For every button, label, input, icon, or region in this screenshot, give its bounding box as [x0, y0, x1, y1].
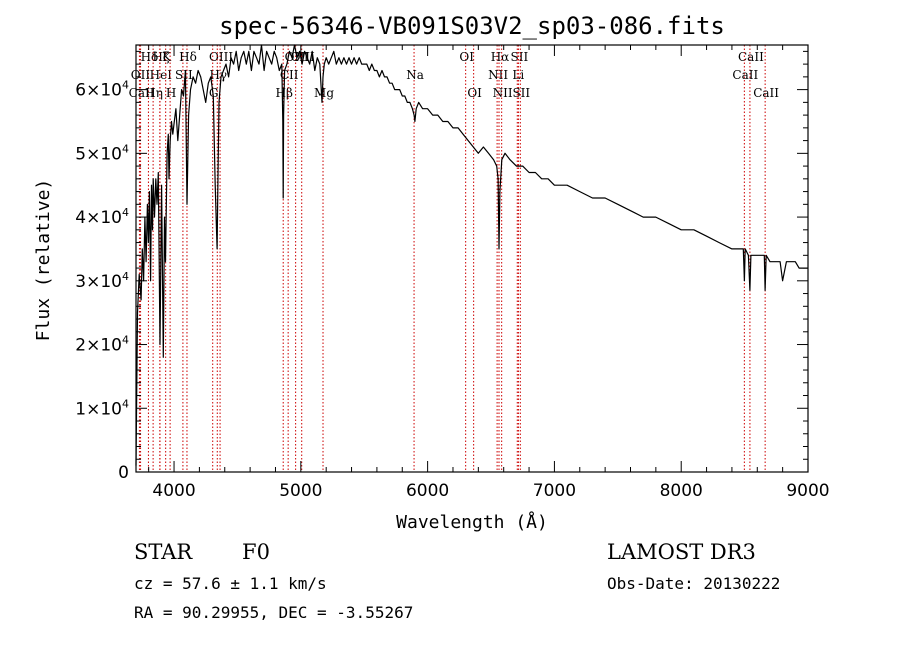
spectrum-series-0: [135, 44, 808, 466]
line-label: CaII: [129, 86, 155, 100]
line-label: NII: [493, 86, 513, 100]
line-label: CaII: [738, 50, 764, 64]
y-tick-label: 0: [118, 463, 129, 483]
redshift-velocity: cz = 57.6 ± 1.1 km/s: [134, 574, 327, 593]
chart-title: spec-56346-VB091S03V2_sp03-086.fits: [219, 12, 725, 40]
spectrum-layer: [135, 44, 808, 466]
line-label: HeI: [150, 68, 173, 82]
x-tick-label: 6000: [406, 481, 449, 501]
line-label: K: [162, 50, 172, 64]
line-label: CaII: [753, 86, 779, 100]
plot-frame: [135, 44, 809, 473]
line-label: Li: [512, 68, 524, 82]
x-axis-label: Wavelength (Å): [396, 511, 548, 533]
x-tick-label: 7000: [533, 481, 576, 501]
y-tick-label: 4×104: [75, 206, 129, 228]
x-tick-label: 8000: [660, 481, 703, 501]
plot-axes: 4000 5000 6000 7000 8000 9000 0 1×104 2×104 3×104…: [75, 44, 830, 501]
line-label: Hη: [145, 86, 163, 100]
object-subclass: F0: [242, 540, 270, 564]
line-label: Na: [406, 68, 424, 82]
coordinates: RA = 90.29955, DEC = -3.55267: [134, 603, 414, 622]
x-tick-label: 5000: [279, 481, 322, 501]
line-label: Hγ: [209, 68, 227, 82]
line-label: Hδ: [179, 50, 197, 64]
y-tick-label: 2×104: [75, 334, 129, 356]
line-label: OIII: [209, 50, 233, 64]
y-tick-label: 5×104: [75, 142, 129, 164]
object-class: STAR: [134, 540, 193, 564]
line-label: NII: [488, 68, 508, 82]
line-label: OI: [467, 86, 482, 100]
y-tick-label: 1×104: [75, 397, 129, 419]
y-axis-label: Flux (relative): [33, 179, 54, 342]
line-label: SII: [512, 86, 530, 100]
line-label: Mg: [314, 86, 334, 100]
line-label: H: [166, 86, 176, 100]
line-label: Hδ: [141, 50, 159, 64]
y-tick-label: 6×104: [75, 79, 129, 101]
line-label: OI: [459, 50, 474, 64]
line-label: SII: [511, 50, 529, 64]
x-tick-label: 9000: [786, 481, 829, 501]
line-label: SII: [175, 68, 193, 82]
line-label: Hα: [491, 50, 510, 64]
y-tick-label: 3×104: [75, 270, 129, 292]
line-label: G: [209, 86, 219, 100]
survey-name: LAMOST DR3: [607, 540, 756, 564]
x-tick-label: 4000: [152, 481, 195, 501]
line-label: CaII: [732, 68, 758, 82]
observation-date: Obs-Date: 20130222: [607, 574, 781, 593]
